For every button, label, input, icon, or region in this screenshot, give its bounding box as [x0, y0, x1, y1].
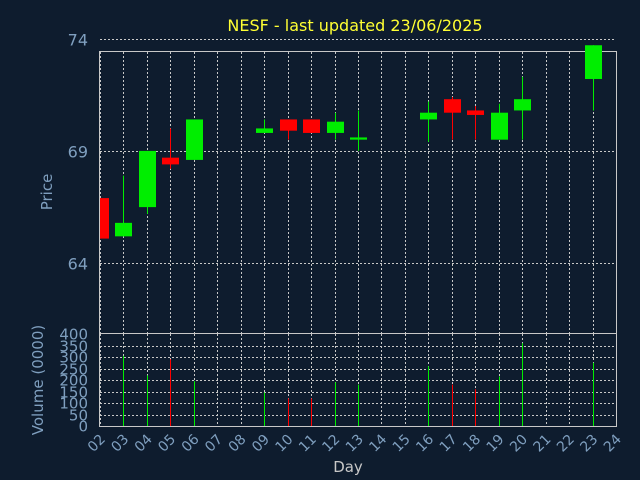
candle-03 — [115, 175, 132, 237]
price-tick-label-64: 64 — [68, 255, 88, 274]
candle-11 — [303, 119, 320, 133]
volume-tick-label-300: 300 — [59, 349, 88, 367]
candle-17 — [444, 96, 461, 140]
day-axis-ticks: 02 03 04 05 06 07 08 09 10 11 12 13 14 15 16 17 18 19 20 21… — [85, 431, 625, 455]
candle-body-09 — [256, 128, 273, 133]
candle-16 — [420, 101, 437, 142]
candle-20 — [514, 76, 531, 140]
price-grid — [100, 39, 617, 333]
day-axis-label: Day — [333, 458, 363, 476]
candle-body-03 — [115, 222, 132, 237]
chart-title: NESF - last updated 23/06/2025 — [227, 16, 482, 35]
candle-13 — [350, 110, 367, 151]
candle-body-19 — [491, 112, 508, 140]
volume-tick-label-50: 50 — [69, 407, 88, 425]
candle-body-12 — [327, 121, 344, 133]
volume-bars — [123, 343, 594, 426]
volume-tick-label-100: 100 — [59, 395, 88, 413]
volume-tick-label-350: 350 — [59, 338, 88, 356]
candle-06 — [186, 119, 203, 160]
candle-04 — [139, 150, 156, 214]
candle-body-17 — [444, 99, 461, 113]
candle-05 — [162, 128, 179, 169]
candles — [100, 45, 602, 239]
price-tick-label-74: 74 — [68, 31, 88, 50]
candle-02 — [100, 198, 109, 239]
candle-10 — [280, 119, 297, 140]
candle-18 — [467, 105, 484, 140]
candle-body-06 — [186, 119, 203, 160]
volume-tick-label-400: 400 — [59, 326, 88, 344]
candle-12 — [327, 112, 344, 140]
candle-body-04 — [139, 150, 156, 208]
volume-tick-label-200: 200 — [59, 372, 88, 390]
candle-body-20 — [514, 99, 531, 111]
candle-23 — [585, 45, 602, 111]
volume-tick-label-150: 150 — [59, 384, 88, 402]
candle-body-23 — [585, 45, 602, 79]
candle-body-13 — [350, 137, 367, 140]
volume-axis-label: Volume (0000) — [29, 325, 47, 435]
price-axis-label: Price — [38, 174, 56, 211]
volume-tick-label-250: 250 — [59, 361, 88, 379]
candle-19 — [491, 103, 508, 140]
candle-09 — [256, 119, 273, 133]
volume-panel-frame — [99, 333, 617, 427]
candle-body-18 — [467, 110, 484, 115]
price-axis-ticks: 64697479 — [68, 31, 88, 274]
candle-body-10 — [280, 119, 297, 131]
candle-body-05 — [162, 157, 179, 165]
price-tick-label-69: 69 — [68, 143, 88, 162]
volume-tick-label-0: 0 — [78, 418, 88, 436]
candle-body-11 — [303, 119, 320, 133]
candle-body-02 — [100, 198, 109, 239]
candle-body-16 — [420, 112, 437, 120]
